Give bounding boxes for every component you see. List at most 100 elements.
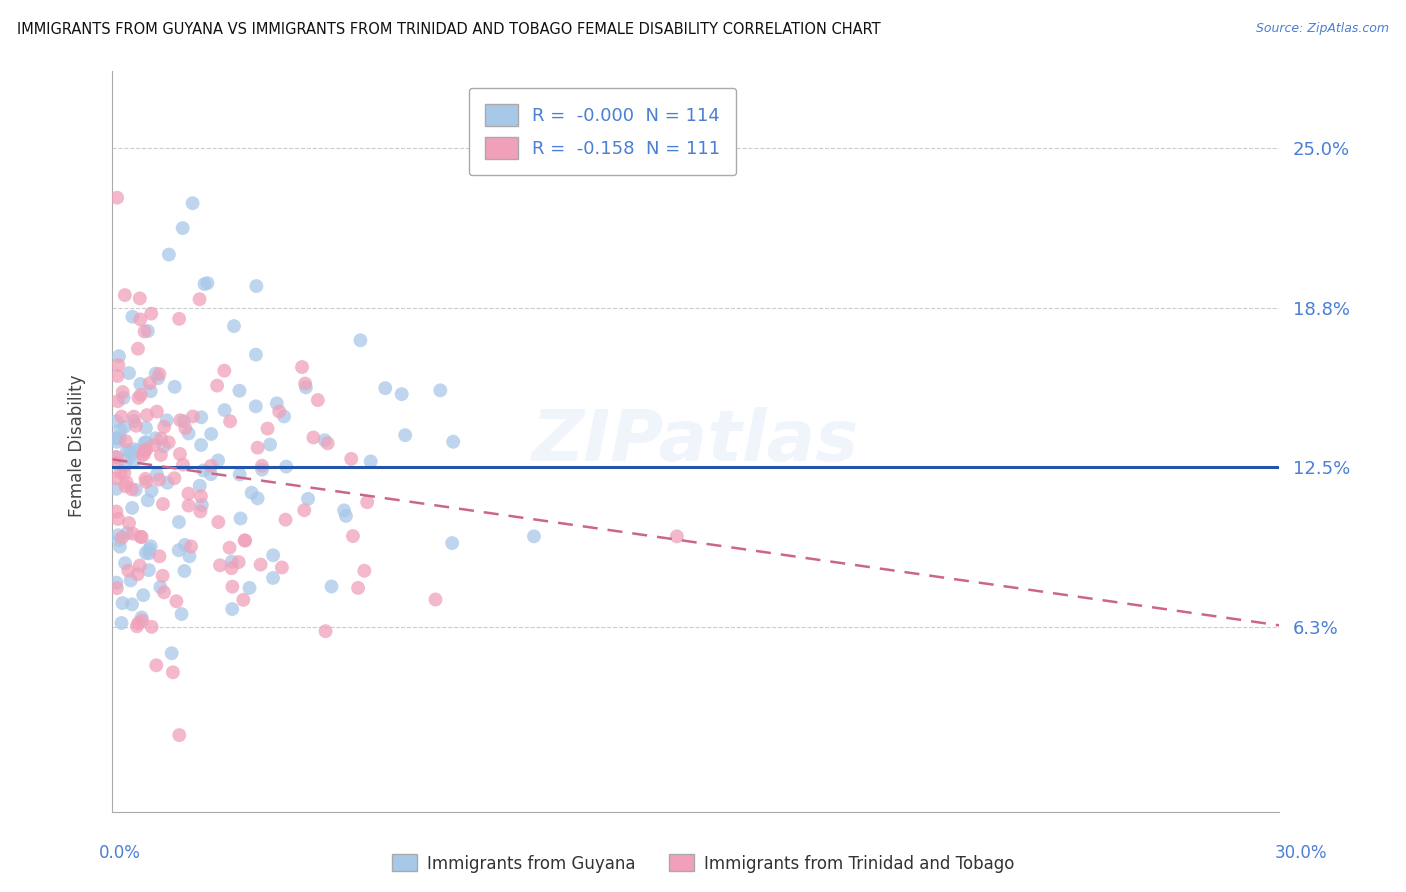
Point <box>174 421 197 435</box>
Point <box>125 619 148 633</box>
Point <box>127 443 149 458</box>
Point <box>249 558 271 572</box>
Point <box>157 435 180 450</box>
Point <box>181 409 204 424</box>
Point <box>132 588 155 602</box>
Point <box>131 448 153 462</box>
Point <box>118 445 141 459</box>
Point <box>314 434 336 448</box>
Point <box>118 366 141 380</box>
Point <box>190 489 212 503</box>
Point <box>105 434 128 449</box>
Point <box>269 404 291 418</box>
Point <box>188 292 211 306</box>
Point <box>152 568 174 582</box>
Point <box>114 556 136 570</box>
Point <box>156 413 179 427</box>
Point <box>259 437 281 451</box>
Point <box>138 542 160 557</box>
Point <box>250 463 273 477</box>
Point <box>262 571 284 585</box>
Point <box>200 458 222 473</box>
Point <box>274 513 297 527</box>
Point <box>152 497 174 511</box>
Point <box>180 540 202 554</box>
Point <box>262 549 284 563</box>
Point <box>665 529 688 543</box>
Point <box>145 658 167 673</box>
Point <box>114 420 136 434</box>
Point <box>149 580 172 594</box>
Point <box>141 307 163 321</box>
Point <box>110 615 132 630</box>
Point <box>179 549 201 564</box>
Point <box>115 443 138 458</box>
Text: 30.0%: 30.0% <box>1274 844 1327 862</box>
Point <box>173 564 195 578</box>
Point <box>167 311 190 326</box>
Point <box>117 564 139 578</box>
Point <box>111 385 134 400</box>
Point <box>353 564 375 578</box>
Point <box>128 292 150 306</box>
Point <box>167 515 190 529</box>
Point <box>150 432 173 446</box>
Point <box>162 665 184 680</box>
Point <box>294 376 316 391</box>
Point <box>349 333 371 347</box>
Point <box>122 409 145 424</box>
Point <box>270 560 292 574</box>
Point <box>233 533 256 548</box>
Point <box>172 221 194 235</box>
Point <box>121 310 143 324</box>
Point <box>163 471 186 485</box>
Point <box>233 533 256 548</box>
Point <box>134 435 156 450</box>
Point <box>122 454 145 468</box>
Point <box>347 581 370 595</box>
Point <box>190 410 212 425</box>
Point <box>105 581 128 595</box>
Point <box>523 529 546 543</box>
Point <box>232 592 254 607</box>
Point <box>143 438 166 452</box>
Point <box>441 434 464 449</box>
Point <box>208 558 231 573</box>
Point <box>135 435 157 450</box>
Point <box>121 598 143 612</box>
Point <box>321 579 343 593</box>
Point <box>117 526 139 541</box>
Point <box>250 458 273 473</box>
Point <box>131 530 153 544</box>
Point <box>441 536 464 550</box>
Point <box>160 646 183 660</box>
Point <box>105 456 128 470</box>
Point <box>181 196 204 211</box>
Point <box>105 431 128 445</box>
Point <box>315 624 337 639</box>
Point <box>246 441 269 455</box>
Point <box>125 483 148 497</box>
Text: ZIPatlas: ZIPatlas <box>533 407 859 476</box>
Point <box>360 454 382 468</box>
Point <box>153 439 176 453</box>
Point <box>291 359 314 374</box>
Point <box>115 475 138 490</box>
Point <box>200 427 222 442</box>
Point <box>169 413 191 427</box>
Point <box>374 381 396 395</box>
Point <box>173 538 195 552</box>
Point <box>177 426 200 441</box>
Point <box>108 432 131 446</box>
Point <box>163 380 186 394</box>
Point <box>297 491 319 506</box>
Point <box>425 592 447 607</box>
Text: Source: ZipAtlas.com: Source: ZipAtlas.com <box>1256 22 1389 36</box>
Point <box>207 453 229 467</box>
Point <box>218 541 240 555</box>
Point <box>228 467 250 482</box>
Point <box>307 393 329 408</box>
Point <box>169 447 191 461</box>
Point <box>134 325 156 339</box>
Point <box>110 423 132 437</box>
